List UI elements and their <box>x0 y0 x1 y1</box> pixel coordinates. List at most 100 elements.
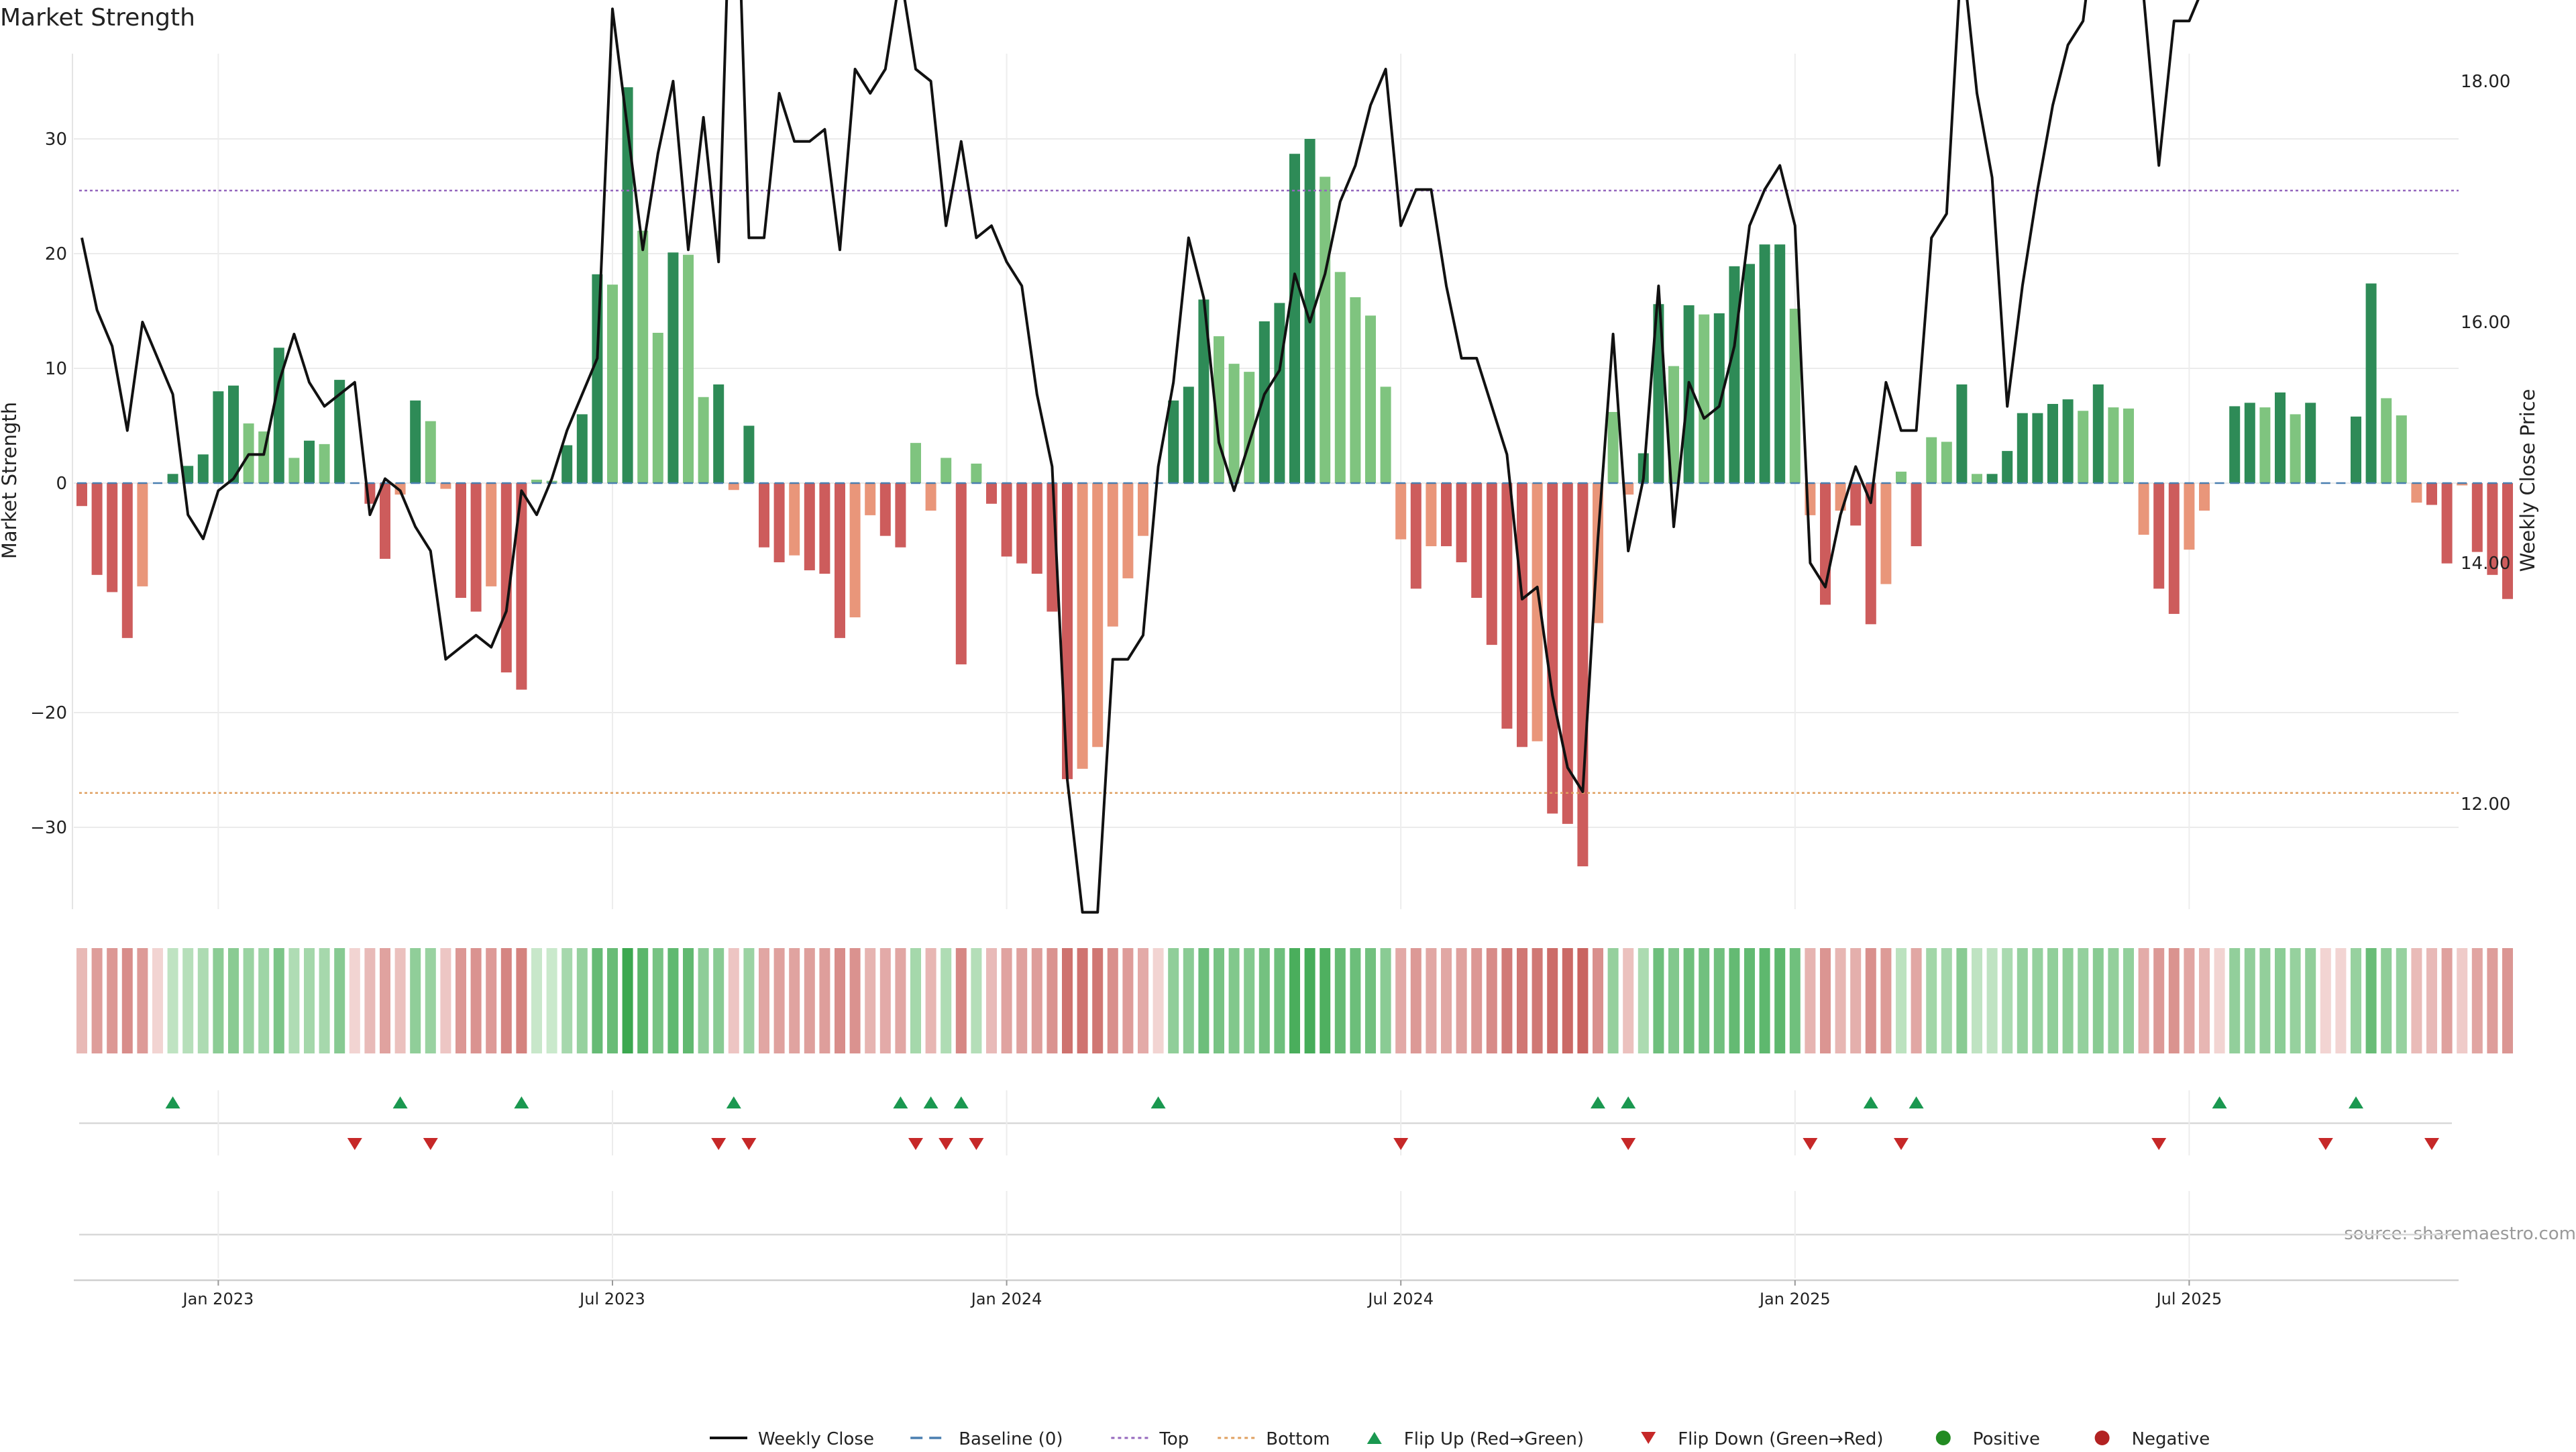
heat-cell-92 <box>1471 948 1483 1053</box>
y2-tick-4: 16.00 <box>2461 313 2510 333</box>
heat-cell-122 <box>1926 948 1937 1053</box>
flip-up-marker-9 <box>1621 1096 1636 1108</box>
heat-strip <box>76 948 2513 1053</box>
bar-128 <box>2017 413 2028 483</box>
heat-cell-66 <box>1077 948 1088 1053</box>
heat-cell-151 <box>2365 948 2377 1053</box>
heat-cell-24 <box>440 948 451 1053</box>
bar-53 <box>879 483 891 536</box>
heat-cell-33 <box>576 948 588 1053</box>
heat-cell-11 <box>243 948 254 1053</box>
flip-down-marker-8 <box>1621 1138 1636 1150</box>
bar-23 <box>425 421 436 483</box>
heat-cell-32 <box>561 948 573 1053</box>
heat-cell-49 <box>819 948 830 1053</box>
heat-cell-28 <box>500 948 512 1053</box>
heat-cell-58 <box>955 948 967 1053</box>
bar-36 <box>622 87 633 484</box>
heat-cell-7 <box>182 948 194 1053</box>
heat-cell-60 <box>986 948 997 1053</box>
bar-160 <box>2502 483 2513 599</box>
heat-cell-98 <box>1562 948 1573 1053</box>
chart-title: Market Strength <box>0 4 195 32</box>
bar-134 <box>2108 407 2119 483</box>
heat-cell-121 <box>1911 948 1922 1053</box>
heat-cell-109 <box>1729 948 1740 1053</box>
flip-markers <box>79 1090 2452 1278</box>
heat-cell-91 <box>1456 948 1467 1053</box>
bar-0 <box>76 483 87 507</box>
bar-110 <box>1744 264 1755 483</box>
heat-cell-101 <box>1607 948 1619 1053</box>
heat-cell-44 <box>743 948 755 1053</box>
bar-86 <box>1380 386 1391 483</box>
bar-16 <box>319 444 330 483</box>
heat-cell-56 <box>925 948 936 1053</box>
bar-6 <box>167 474 178 483</box>
bar-51 <box>849 483 861 618</box>
legend-label-flipdown: Flip Down (Green→Red) <box>1678 1429 1883 1449</box>
flip-up-marker-13 <box>2349 1096 2363 1108</box>
heat-cell-88 <box>1410 948 1421 1053</box>
bar-142 <box>2229 406 2241 483</box>
bar-123 <box>1941 442 1952 483</box>
flip-down-marker-11 <box>2151 1138 2167 1150</box>
heat-cell-35 <box>607 948 618 1053</box>
bar-67 <box>1092 483 1104 747</box>
heat-cell-134 <box>2108 948 2119 1053</box>
bar-58 <box>955 483 967 665</box>
bar-157 <box>2457 483 2468 486</box>
y-tick-4: −20 <box>30 703 67 723</box>
bar-112 <box>1774 244 1786 483</box>
bar-152 <box>2381 398 2392 483</box>
bar-52 <box>865 483 876 515</box>
bar-66 <box>1077 483 1088 769</box>
bar-68 <box>1107 483 1118 627</box>
heat-cell-16 <box>319 948 330 1053</box>
bar-96 <box>1532 483 1543 741</box>
heat-cell-118 <box>1865 948 1876 1053</box>
heat-cell-14 <box>288 948 300 1053</box>
bar-156 <box>2441 483 2453 564</box>
heat-cell-140 <box>2199 948 2210 1053</box>
bar-139 <box>2184 483 2195 550</box>
bar-147 <box>2305 403 2316 483</box>
heat-cell-73 <box>1183 948 1194 1053</box>
bar-133 <box>2092 384 2104 483</box>
heat-cell-9 <box>213 948 224 1053</box>
heat-cell-84 <box>1350 948 1361 1053</box>
heat-cell-132 <box>2078 948 2089 1053</box>
bar-63 <box>1031 483 1042 574</box>
bar-8 <box>197 454 209 483</box>
heat-cell-124 <box>1956 948 1968 1053</box>
bar-75 <box>1214 336 1224 483</box>
heat-cell-22 <box>410 948 421 1053</box>
x-axis: Jan 2023 Jul 2023 Jan 2024 Jul 2024 Jan 2025… <box>74 1279 2459 1308</box>
y2-axis-label: Weekly Close Price <box>2516 389 2539 572</box>
heat-cell-102 <box>1623 948 1634 1053</box>
heat-cell-127 <box>2002 948 2013 1053</box>
heat-cell-136 <box>2138 948 2149 1053</box>
heat-cell-87 <box>1395 948 1407 1053</box>
strength-bars <box>76 87 2513 867</box>
flip-down-marker-4 <box>908 1138 923 1150</box>
legend-item-top: Top <box>1111 1429 1189 1449</box>
heat-cell-65 <box>1062 948 1073 1053</box>
heat-cell-70 <box>1138 948 1148 1053</box>
heat-cell-94 <box>1501 948 1513 1053</box>
heat-cell-103 <box>1638 948 1649 1053</box>
y-tick-3: 0 <box>56 474 67 494</box>
legend-swatch-flipdown <box>1641 1432 1656 1444</box>
heat-cell-156 <box>2441 948 2453 1053</box>
bar-24 <box>440 483 451 489</box>
y-tick-0: 30 <box>45 129 67 150</box>
heat-cell-53 <box>879 948 891 1053</box>
bar-74 <box>1198 299 1210 483</box>
bar-50 <box>835 483 845 638</box>
heat-cell-157 <box>2457 948 2468 1053</box>
heat-cell-111 <box>1759 948 1770 1053</box>
heat-cell-76 <box>1228 948 1240 1053</box>
bar-151 <box>2365 283 2377 483</box>
flip-down-marker-3 <box>741 1138 757 1150</box>
